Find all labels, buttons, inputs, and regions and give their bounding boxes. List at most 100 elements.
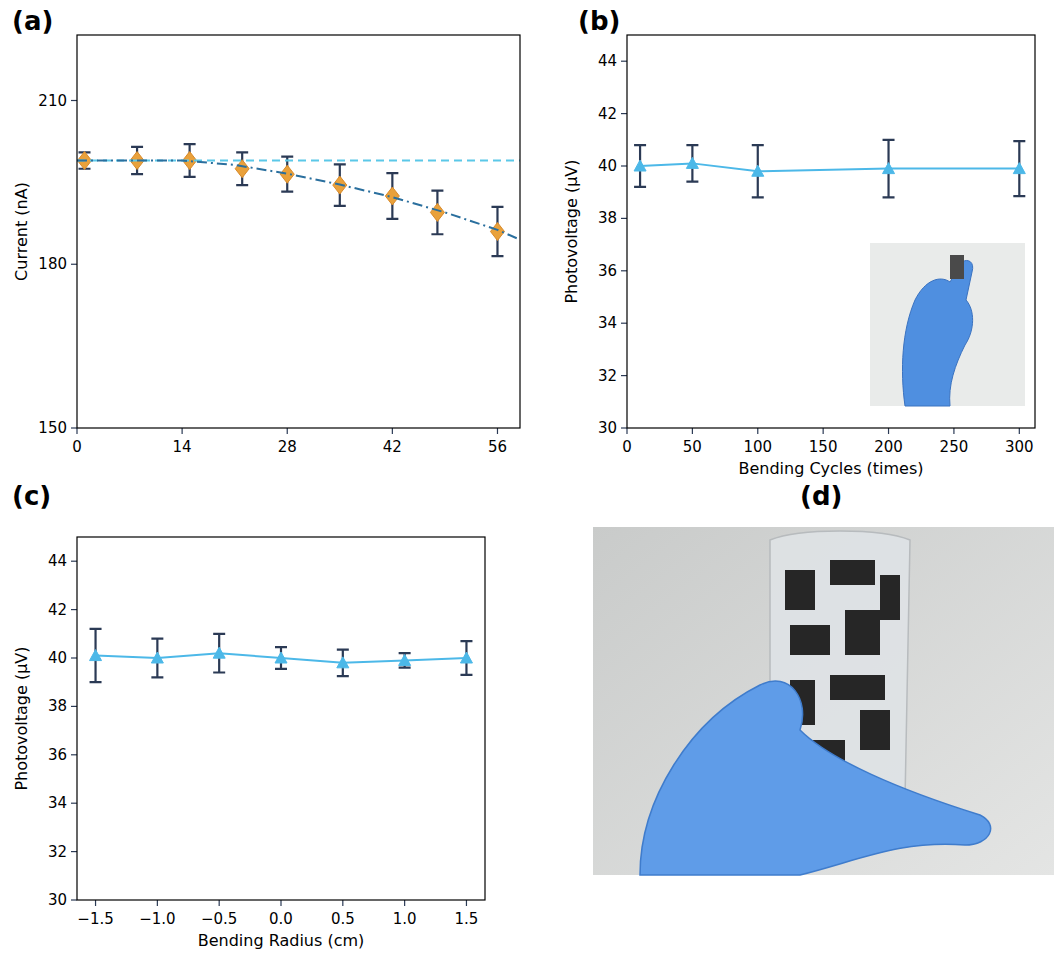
error-bar: [1013, 141, 1025, 196]
data-point: [686, 157, 698, 168]
error-bar: [686, 145, 698, 182]
x-tick: [823, 428, 824, 434]
error-bar: [634, 145, 646, 187]
data-point: [213, 647, 225, 658]
error-bar: [460, 641, 472, 675]
y-axis-title: Current (nA): [12, 182, 31, 281]
x-tick-label: −1.0: [139, 910, 175, 928]
y-tick: [71, 851, 77, 852]
x-tick: [466, 900, 467, 906]
error-bar: [275, 647, 287, 669]
data-point: [90, 650, 102, 661]
x-tick-label: 250: [940, 438, 969, 456]
y-tick: [71, 427, 77, 428]
panel-label: (a): [12, 6, 53, 36]
y-tick-label: 32: [598, 367, 617, 385]
y-tick-label: 42: [48, 601, 67, 619]
x-tick-label: 1.5: [455, 910, 479, 928]
series-line: [77, 161, 520, 240]
error-bar: [431, 191, 443, 235]
y-tick-label: 36: [598, 262, 617, 280]
error-bar: [236, 152, 248, 185]
photo-background: [870, 243, 1025, 406]
photo-panel: (d): [593, 481, 1054, 875]
electrode: [830, 675, 885, 700]
y-tick-label: 30: [48, 891, 67, 909]
electrode: [790, 625, 830, 655]
data-point: [460, 652, 472, 663]
y-tick-label: 36: [48, 746, 67, 764]
x-tick-label: 150: [809, 438, 838, 456]
glove: [902, 260, 972, 406]
y-tick: [621, 218, 627, 219]
y-tick-label: 34: [598, 314, 617, 332]
error-bar: [883, 140, 895, 198]
y-tick-label: 38: [598, 209, 617, 227]
y-tick: [621, 375, 627, 376]
x-tick-label: 50: [683, 438, 702, 456]
x-axis-title: Bending Cycles (times): [738, 459, 923, 478]
y-tick: [71, 657, 77, 658]
y-tick: [71, 706, 77, 707]
y-tick-label: 180: [38, 255, 67, 273]
panel: (a)014284256150180210Current (nA): [12, 6, 520, 456]
y-tick: [621, 427, 627, 428]
data-point: [634, 160, 646, 171]
x-tick-label: −0.5: [201, 910, 237, 928]
y-tick: [71, 754, 77, 755]
y-tick-label: 42: [598, 105, 617, 123]
y-axis-title: Photovoltage (μV): [562, 159, 581, 303]
y-tick: [621, 270, 627, 271]
y-tick: [71, 899, 77, 900]
data-point: [337, 657, 349, 668]
y-tick-label: 150: [38, 419, 67, 437]
electrode: [785, 570, 815, 610]
y-tick: [71, 264, 77, 265]
plot-frame: [77, 35, 520, 428]
x-tick-label: 100: [743, 438, 772, 456]
y-axis-title: Photovoltage (μV): [12, 646, 31, 790]
y-tick-label: 40: [48, 649, 67, 667]
y-tick-label: 32: [48, 843, 67, 861]
error-bar: [337, 650, 349, 677]
y-tick: [621, 61, 627, 62]
x-tick-label: 28: [278, 438, 297, 456]
inset-photo: [870, 243, 1025, 406]
electrode: [880, 575, 900, 620]
x-tick: [182, 428, 183, 434]
y-tick: [71, 803, 77, 804]
plot-frame: [627, 35, 1035, 428]
x-axis-title: Bending Radius (cm): [198, 931, 365, 950]
x-tick: [95, 900, 96, 906]
x-tick: [404, 900, 405, 906]
data-point: [399, 654, 411, 665]
y-tick-label: 44: [48, 552, 67, 570]
y-tick-label: 44: [598, 52, 617, 70]
x-tick-label: 0.5: [331, 910, 355, 928]
x-tick: [157, 900, 158, 906]
error-bar: [399, 653, 411, 668]
panel-label: (d): [800, 481, 842, 511]
plot-data: [77, 144, 520, 256]
x-tick-label: 0: [622, 438, 632, 456]
data-point: [275, 652, 287, 663]
y-tick-label: 34: [48, 794, 67, 812]
x-tick-label: 1.0: [393, 910, 417, 928]
y-tick: [71, 609, 77, 610]
panel-label: (b): [578, 6, 620, 36]
y-tick-label: 210: [38, 92, 67, 110]
glove: [640, 681, 991, 875]
y-tick: [621, 323, 627, 324]
panel: (b)0501001502002503003032343638404244Ben…: [562, 6, 1035, 478]
x-tick: [888, 428, 889, 434]
x-tick: [626, 428, 627, 434]
x-tick: [280, 900, 281, 906]
y-tick: [71, 100, 77, 101]
y-tick: [621, 165, 627, 166]
x-tick: [219, 900, 220, 906]
data-point: [752, 165, 764, 176]
plot-data: [90, 629, 473, 682]
x-tick-label: 42: [383, 438, 402, 456]
x-tick-label: −1.5: [77, 910, 113, 928]
y-tick-label: 40: [598, 157, 617, 175]
